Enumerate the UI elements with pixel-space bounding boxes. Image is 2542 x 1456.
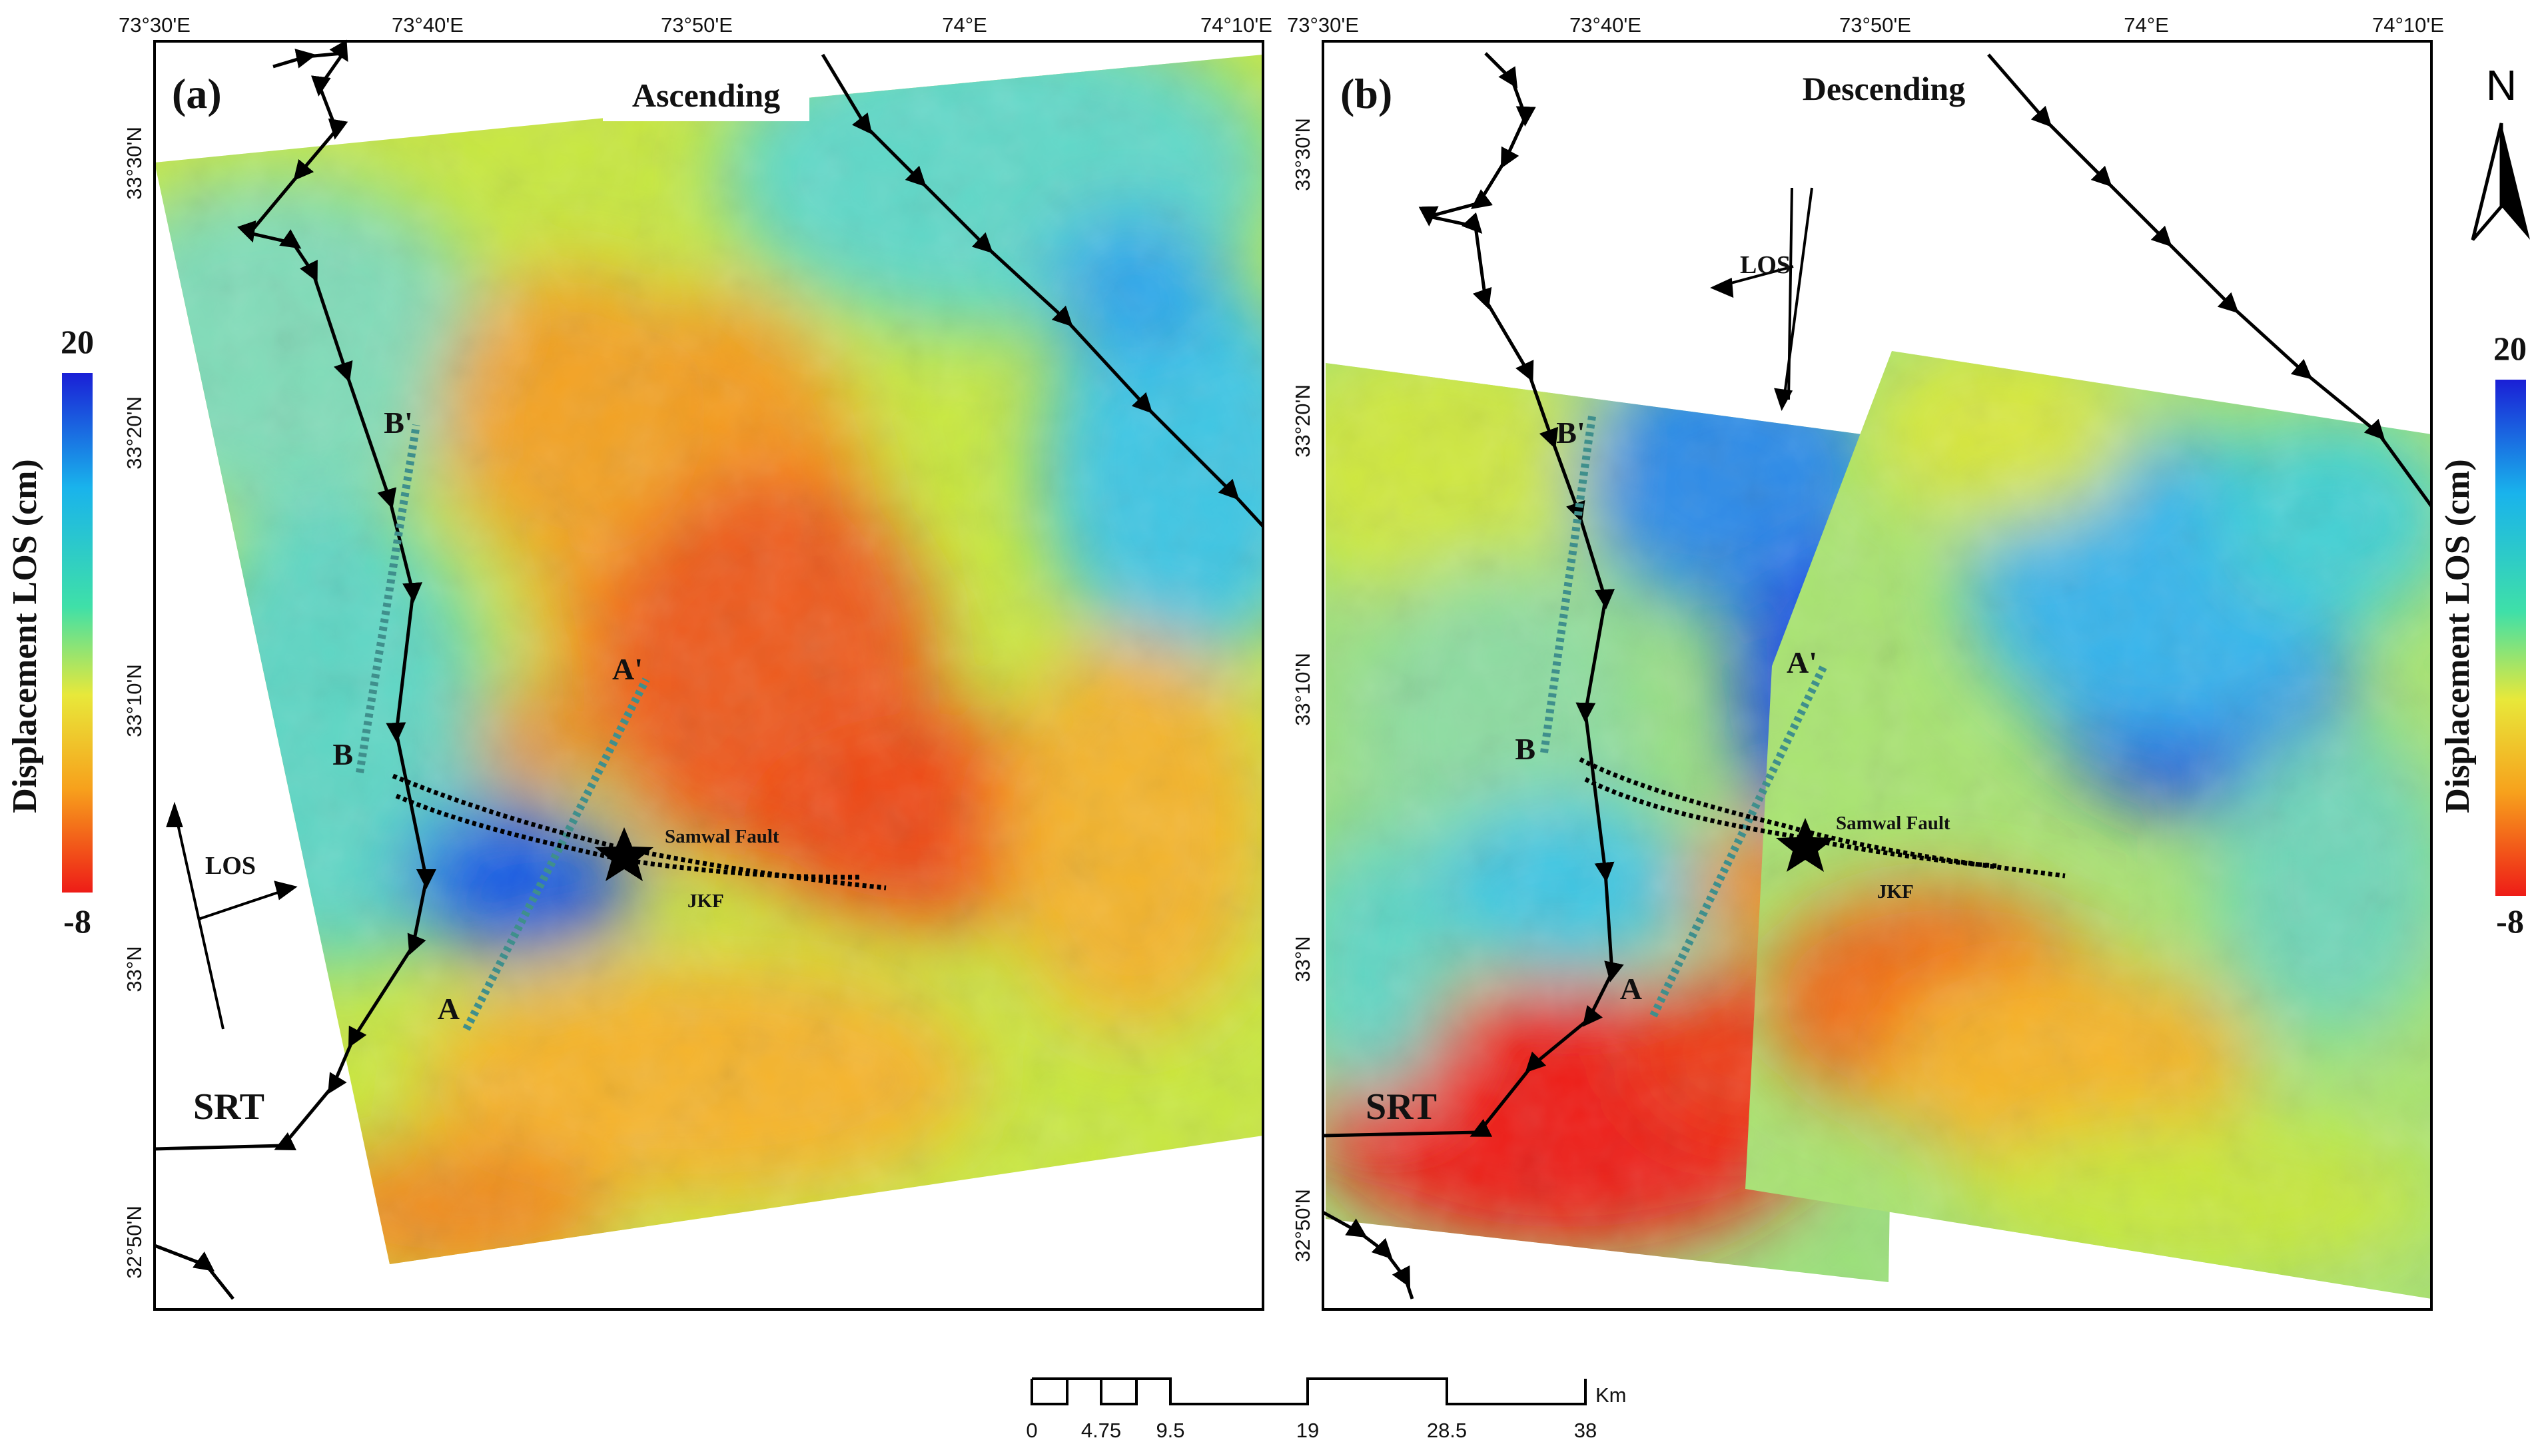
colorbar-right-ramp (2495, 380, 2526, 896)
lon-tick-a-0: 73°30'E (119, 13, 191, 37)
panel-b: Descending (b) LOS A A' B B' Samwal Faul… (1287, 13, 2444, 1311)
scale-unit: Km (1595, 1383, 1627, 1407)
profile-label-a-end-b: A' (1787, 645, 1817, 679)
lat-ticks-a: 33°30'N 33°20'N 33°10'N 33°N 32°50'N (123, 127, 146, 1279)
ascending-label-box (603, 73, 809, 121)
jkf-fault-a (392, 773, 887, 891)
profile-label-b-start-b: B (1515, 732, 1535, 766)
scale-bar-labels: 0 4.75 9.5 19 28.5 38 Km (1026, 1383, 1626, 1442)
panel-b-frame (1322, 40, 2433, 1311)
fault-label-a: Samwal Fault (665, 826, 779, 847)
scale-tick-1: 4.75 (1081, 1419, 1121, 1442)
scale-bar (1031, 1377, 1587, 1405)
lat-tick-b-3: 33°N (1291, 936, 1314, 982)
lat-tick-b-0: 33°30'N (1291, 118, 1314, 191)
north-arrow-west-half (2471, 123, 2503, 241)
lon-tick-a-1: 73°40'E (392, 13, 464, 37)
lat-tick-a-1: 33°20'N (123, 396, 146, 470)
colorbar-right-max: 20 (2493, 330, 2527, 367)
colorbar-left-title: Displacement LOS (cm) (6, 459, 44, 813)
los-label-a: LOS (205, 852, 256, 880)
colorbar-left-max: 20 (61, 323, 94, 360)
orbit-title-a: Ascending (632, 77, 780, 114)
scale-bar-segments (1031, 1377, 1587, 1405)
panel-a: Ascending (a) LOS A A' B B' Samwal Fault… (119, 13, 1272, 1311)
lon-tick-b-4: 74°10'E (2372, 13, 2444, 37)
scale-tick-5: 38 (1574, 1419, 1597, 1442)
thrust-faults-a (154, 39, 1264, 1300)
colorbar-left-min: -8 (63, 903, 91, 940)
north-arrow: N (2471, 61, 2530, 241)
lon-tick-a-3: 74°E (942, 13, 987, 37)
lon-tick-a-2: 73°50'E (661, 13, 733, 37)
epicenter-star-b (1776, 818, 1835, 872)
thrust-faults-b (1322, 52, 2433, 1299)
panel-letter-a: (a) (172, 70, 222, 117)
jkf-label-b: JKF (1877, 881, 1914, 903)
scale-tick-2: 9.5 (1156, 1419, 1184, 1442)
scale-tick-3: 19 (1296, 1419, 1319, 1442)
lat-tick-a-3: 33°N (123, 946, 146, 992)
north-arrow-label: N (2486, 61, 2517, 109)
profile-label-b-start: B (332, 737, 353, 771)
lon-ticks-b: 73°30'E 73°40'E 73°50'E 74°E 74°10'E (1287, 13, 2444, 37)
scale-tick-4: 28.5 (1427, 1419, 1467, 1442)
lat-tick-b-4: 32°50'N (1291, 1189, 1314, 1262)
srt-label-a: SRT (193, 1086, 264, 1128)
lat-tick-a-2: 33°10'N (123, 664, 146, 737)
north-arrow-east-half (2501, 123, 2530, 240)
jkf-label-a: JKF (687, 891, 724, 912)
colorbar-right: 20 -8 Displacement LOS (cm) (2439, 330, 2527, 940)
lon-tick-b-1: 73°40'E (1569, 13, 1641, 37)
jkf-fault-b (1579, 757, 2066, 879)
profile-line-bb-b (1540, 416, 1596, 753)
colorbar-right-title: Displacement LOS (cm) (2439, 459, 2477, 813)
lat-tick-a-0: 33°30'N (123, 127, 146, 200)
epicenter-star-a (595, 827, 653, 881)
orbit-title-b: Descending (1803, 70, 1965, 107)
los-arrows-b (1710, 187, 1813, 412)
colorbar-left: 20 -8 Displacement LOS (cm) (6, 323, 94, 940)
los-arrows-a (166, 801, 298, 1030)
panel-a-frame (153, 40, 1264, 1311)
lat-tick-a-4: 32°50'N (123, 1206, 146, 1279)
profile-label-a-start-b: A (1620, 972, 1642, 1006)
los-label-b: LOS (1740, 251, 1791, 279)
lat-ticks-b: 33°30'N 33°20'N 33°10'N 33°N 32°50'N (1291, 118, 1314, 1262)
lon-tick-b-0: 73°30'E (1287, 13, 1359, 37)
profile-line-bb-a (356, 424, 420, 773)
profile-line-aa-b (1649, 664, 1828, 1018)
profile-line-aa-a (462, 677, 650, 1031)
lat-tick-b-2: 33°10'N (1291, 653, 1314, 726)
colorbar-right-min: -8 (2496, 903, 2524, 940)
colorbar-left-ramp (62, 373, 93, 893)
descending-raster-east (1745, 351, 2431, 1299)
profile-label-b-end-b: B' (1556, 416, 1585, 450)
lon-tick-a-4: 74°10'E (1200, 13, 1272, 37)
profile-label-b-end: B' (384, 406, 412, 440)
lon-tick-b-2: 73°50'E (1839, 13, 1911, 37)
profile-label-a-end: A' (612, 652, 643, 686)
lat-tick-b-1: 33°20'N (1291, 384, 1314, 458)
lon-tick-b-3: 74°E (2124, 13, 2169, 37)
scale-tick-0: 0 (1026, 1419, 1037, 1442)
panel-letter-b: (b) (1340, 70, 1392, 117)
srt-label-b: SRT (1366, 1086, 1437, 1128)
fault-label-b: Samwal Fault (1836, 813, 1950, 834)
lon-ticks-a: 73°30'E 73°40'E 73°50'E 74°E 74°10'E (119, 13, 1272, 37)
profile-label-a-start: A (438, 992, 460, 1026)
